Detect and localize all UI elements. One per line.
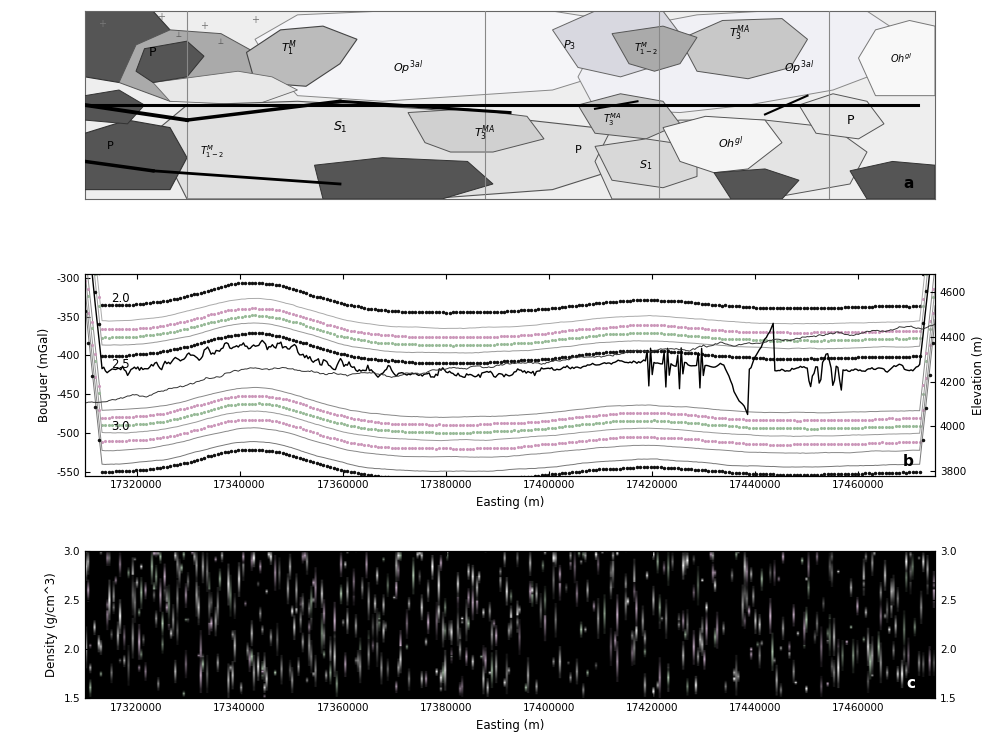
Text: b: b [903, 454, 914, 469]
Text: 2.5: 2.5 [111, 358, 129, 371]
Text: 2.0: 2.0 [111, 292, 129, 305]
Text: +: + [200, 21, 208, 31]
Polygon shape [552, 11, 680, 77]
Text: $\perp$: $\perp$ [174, 29, 183, 38]
Y-axis label: Density (g/cm^3): Density (g/cm^3) [45, 572, 58, 677]
Text: +: + [251, 16, 259, 25]
Polygon shape [153, 71, 298, 105]
Text: +: + [98, 19, 106, 30]
Text: a: a [903, 177, 914, 191]
Polygon shape [799, 94, 884, 139]
Text: $T_1^M$: $T_1^M$ [281, 39, 297, 58]
Text: $T_{1-2}^M$: $T_{1-2}^M$ [200, 143, 225, 160]
Text: +: + [158, 12, 166, 21]
Text: 3.0: 3.0 [111, 420, 129, 433]
Text: $\perp$: $\perp$ [216, 36, 226, 46]
Polygon shape [578, 11, 901, 112]
Text: $S_1$: $S_1$ [639, 158, 653, 172]
Polygon shape [680, 18, 808, 79]
X-axis label: Easting (m): Easting (m) [476, 496, 544, 509]
Text: P: P [846, 114, 854, 126]
Polygon shape [255, 11, 638, 101]
Text: $Op^{3al}$: $Op^{3al}$ [784, 58, 814, 77]
Text: P: P [107, 141, 114, 151]
Text: $\perp$: $\perp$ [123, 34, 132, 44]
Text: $S_1$: $S_1$ [333, 120, 347, 135]
Text: $T_3^{MA}$: $T_3^{MA}$ [729, 24, 750, 44]
Text: c: c [906, 676, 915, 691]
Polygon shape [663, 116, 782, 173]
Y-axis label: Elevation (m): Elevation (m) [972, 335, 985, 415]
Polygon shape [85, 120, 187, 190]
Polygon shape [714, 169, 799, 199]
Text: $Op^{3al}$: $Op^{3al}$ [393, 58, 423, 77]
Polygon shape [595, 139, 697, 188]
Polygon shape [153, 101, 638, 199]
Y-axis label: Bouguer (mGal): Bouguer (mGal) [38, 327, 51, 422]
X-axis label: Easting (m): Easting (m) [476, 719, 544, 732]
Text: P: P [575, 145, 581, 155]
Polygon shape [85, 11, 170, 83]
Text: $T_3^{MA}$: $T_3^{MA}$ [603, 112, 621, 129]
Polygon shape [408, 109, 544, 152]
Text: P: P [149, 46, 157, 59]
Text: $T_3^{MA}$: $T_3^{MA}$ [474, 123, 495, 143]
Text: $Oh^{gl}$: $Oh^{gl}$ [718, 134, 744, 151]
Polygon shape [119, 30, 272, 101]
Polygon shape [136, 41, 204, 83]
Text: $Oh^{gl}$: $Oh^{gl}$ [890, 51, 912, 65]
Polygon shape [578, 94, 680, 139]
Polygon shape [595, 120, 867, 199]
Polygon shape [246, 26, 357, 86]
Polygon shape [850, 161, 935, 199]
Polygon shape [85, 90, 144, 124]
Polygon shape [314, 157, 493, 199]
Text: $T_{1-2}^M$: $T_{1-2}^M$ [634, 40, 658, 57]
Text: $P_3$: $P_3$ [563, 38, 576, 52]
Polygon shape [858, 21, 935, 95]
Polygon shape [612, 26, 697, 71]
